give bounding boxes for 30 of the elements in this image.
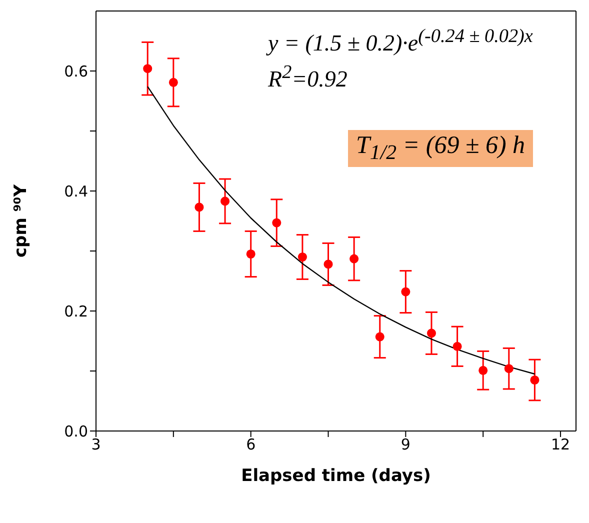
point	[452, 342, 462, 351]
y-tick-label: 0.4	[64, 182, 88, 200]
point	[350, 254, 359, 264]
annotation: y = (1.5 ± 0.2)·e$^{(-0.24 ± 0.02)x}$	[268, 26, 533, 57]
y-tick-label: 0.2	[64, 302, 88, 320]
point	[298, 252, 307, 262]
point	[220, 196, 230, 206]
y-axis-title: cpm ⁹⁰Y	[11, 184, 32, 258]
x-tick-label: 12	[550, 436, 570, 454]
annotation: R$^{2}$=0.92	[268, 62, 348, 93]
x-tick-label: 6	[246, 436, 256, 454]
y-tick-label: 0.6	[64, 62, 88, 80]
point	[375, 332, 384, 342]
x-axis-title: Elapsed time (days)	[241, 466, 431, 486]
point	[530, 375, 540, 385]
point	[168, 78, 178, 87]
point	[401, 287, 410, 296]
point	[426, 328, 436, 338]
point	[324, 260, 333, 269]
point	[272, 218, 282, 228]
line-series	[147, 86, 536, 375]
x-tick-label: 9	[400, 436, 410, 454]
point	[478, 366, 488, 375]
point	[194, 202, 204, 212]
point	[504, 364, 514, 374]
point	[143, 64, 152, 74]
x-tick-label: 3	[91, 436, 101, 454]
y-tick-label: 0.0	[64, 422, 88, 440]
annotation: T$_{1/2}$ = (69 ± 6) h	[348, 130, 534, 167]
point	[246, 249, 256, 259]
